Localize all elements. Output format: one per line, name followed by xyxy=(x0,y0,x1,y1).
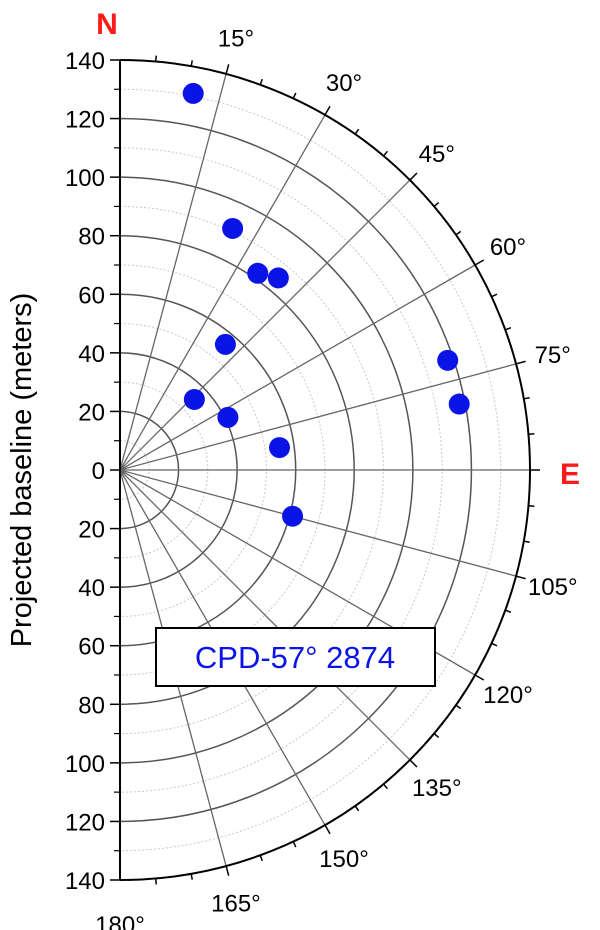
angle-tick xyxy=(382,150,388,157)
angle-tick xyxy=(528,504,535,508)
radial-tick-label: 20 xyxy=(78,399,105,426)
outer-boundary xyxy=(119,59,531,881)
angle-tick-label: 135° xyxy=(412,775,462,802)
angle-tick xyxy=(491,642,498,647)
data-point xyxy=(183,388,205,410)
data-point xyxy=(182,82,204,104)
angle-tick-label: 30° xyxy=(326,70,362,97)
annotation-text: CPD-57° 2874 xyxy=(195,640,395,675)
angle-spoke xyxy=(119,73,227,471)
data-point xyxy=(222,217,244,239)
radial-tick-label: 60 xyxy=(78,634,105,661)
angle-tick xyxy=(225,865,230,876)
angle-tick xyxy=(491,293,498,298)
annotation-box xyxy=(155,627,436,687)
y-axis-label: Projected baseline (meters) xyxy=(6,293,38,648)
angle-tick xyxy=(433,202,440,208)
east-label: E xyxy=(560,458,580,491)
angle-tick xyxy=(324,105,331,116)
angle-tick xyxy=(190,873,193,880)
angle-tick xyxy=(474,259,485,266)
angle-tick xyxy=(455,704,462,710)
angle-spoke xyxy=(119,264,476,471)
angle-tick xyxy=(409,759,418,768)
angle-tick xyxy=(523,540,530,543)
angle-tick xyxy=(190,60,193,67)
angle-tick xyxy=(225,64,230,75)
radial-tick-label: 120 xyxy=(65,107,105,134)
north-label: N xyxy=(96,8,118,41)
data-point xyxy=(448,393,470,415)
radial-axis: 140 120 100 80 60 40 20 0 20 40 60 80 100 120 140 xyxy=(65,48,121,895)
angle-tick xyxy=(528,432,535,436)
angle-tick-label: 60° xyxy=(490,234,526,261)
angle-tick-label: 75° xyxy=(535,342,571,369)
data-point xyxy=(247,262,269,284)
angle-tick-label: 180° xyxy=(95,912,145,930)
angle-tick-label: 120° xyxy=(483,682,533,709)
radial-tick-label: 140 xyxy=(65,48,105,75)
data-point xyxy=(282,505,304,527)
radial-tick-label: 140 xyxy=(65,868,105,895)
data-point xyxy=(214,333,236,355)
radial-tick-label: 80 xyxy=(78,692,105,719)
polar-grid xyxy=(119,55,540,885)
angle-tick xyxy=(515,575,526,580)
angle-tick xyxy=(433,732,440,738)
radial-tick-label: 40 xyxy=(78,341,105,368)
angle-tick xyxy=(382,783,388,790)
radial-tick-label: 20 xyxy=(78,517,105,544)
angle-tick xyxy=(354,128,360,135)
data-point xyxy=(217,406,239,428)
data-points xyxy=(182,82,470,527)
data-point xyxy=(267,267,289,289)
angle-spoke xyxy=(119,469,411,761)
angle-tick-label: 165° xyxy=(211,891,261,918)
angle-tick xyxy=(409,172,418,181)
radial-tick-label: 40 xyxy=(78,575,105,602)
radial-tick-label: 100 xyxy=(65,751,105,778)
data-point xyxy=(437,349,459,371)
angle-tick xyxy=(154,55,158,62)
angle-tick xyxy=(154,878,158,885)
angle-labels: 15° 30° 45° 60° 75° 105° 120° 135° 150° 165° 180° xyxy=(95,25,577,930)
angle-tick-label: 105° xyxy=(528,574,578,601)
angle-spoke xyxy=(119,179,411,471)
angle-tick xyxy=(259,855,263,862)
radial-tick-label: 100 xyxy=(65,165,105,192)
angle-spoke xyxy=(119,114,326,471)
radial-tick-label: 60 xyxy=(78,282,105,309)
radial-tick-label: 120 xyxy=(65,809,105,836)
angle-tick xyxy=(455,230,462,236)
angle-tick xyxy=(523,397,530,400)
angle-tick xyxy=(259,78,263,85)
angle-spoke xyxy=(119,363,517,471)
angle-tick xyxy=(505,327,512,331)
angle-tick xyxy=(354,805,360,812)
radial-tick-label: 80 xyxy=(78,224,105,251)
angle-tick-label: 150° xyxy=(319,846,369,873)
angle-tick-label: 45° xyxy=(419,141,455,168)
angle-tick xyxy=(474,674,485,681)
chart-annotation: CPD-57° 2874 xyxy=(155,627,436,687)
angle-tick xyxy=(292,92,297,99)
angle-spoke xyxy=(119,469,517,577)
data-point xyxy=(269,437,291,459)
angle-tick xyxy=(515,360,526,365)
angle-tick xyxy=(292,841,297,848)
angle-tick xyxy=(505,609,512,613)
angle-tick xyxy=(324,824,331,835)
radial-tick-label: 0 xyxy=(92,458,105,485)
angle-tick-label: 15° xyxy=(218,25,254,52)
